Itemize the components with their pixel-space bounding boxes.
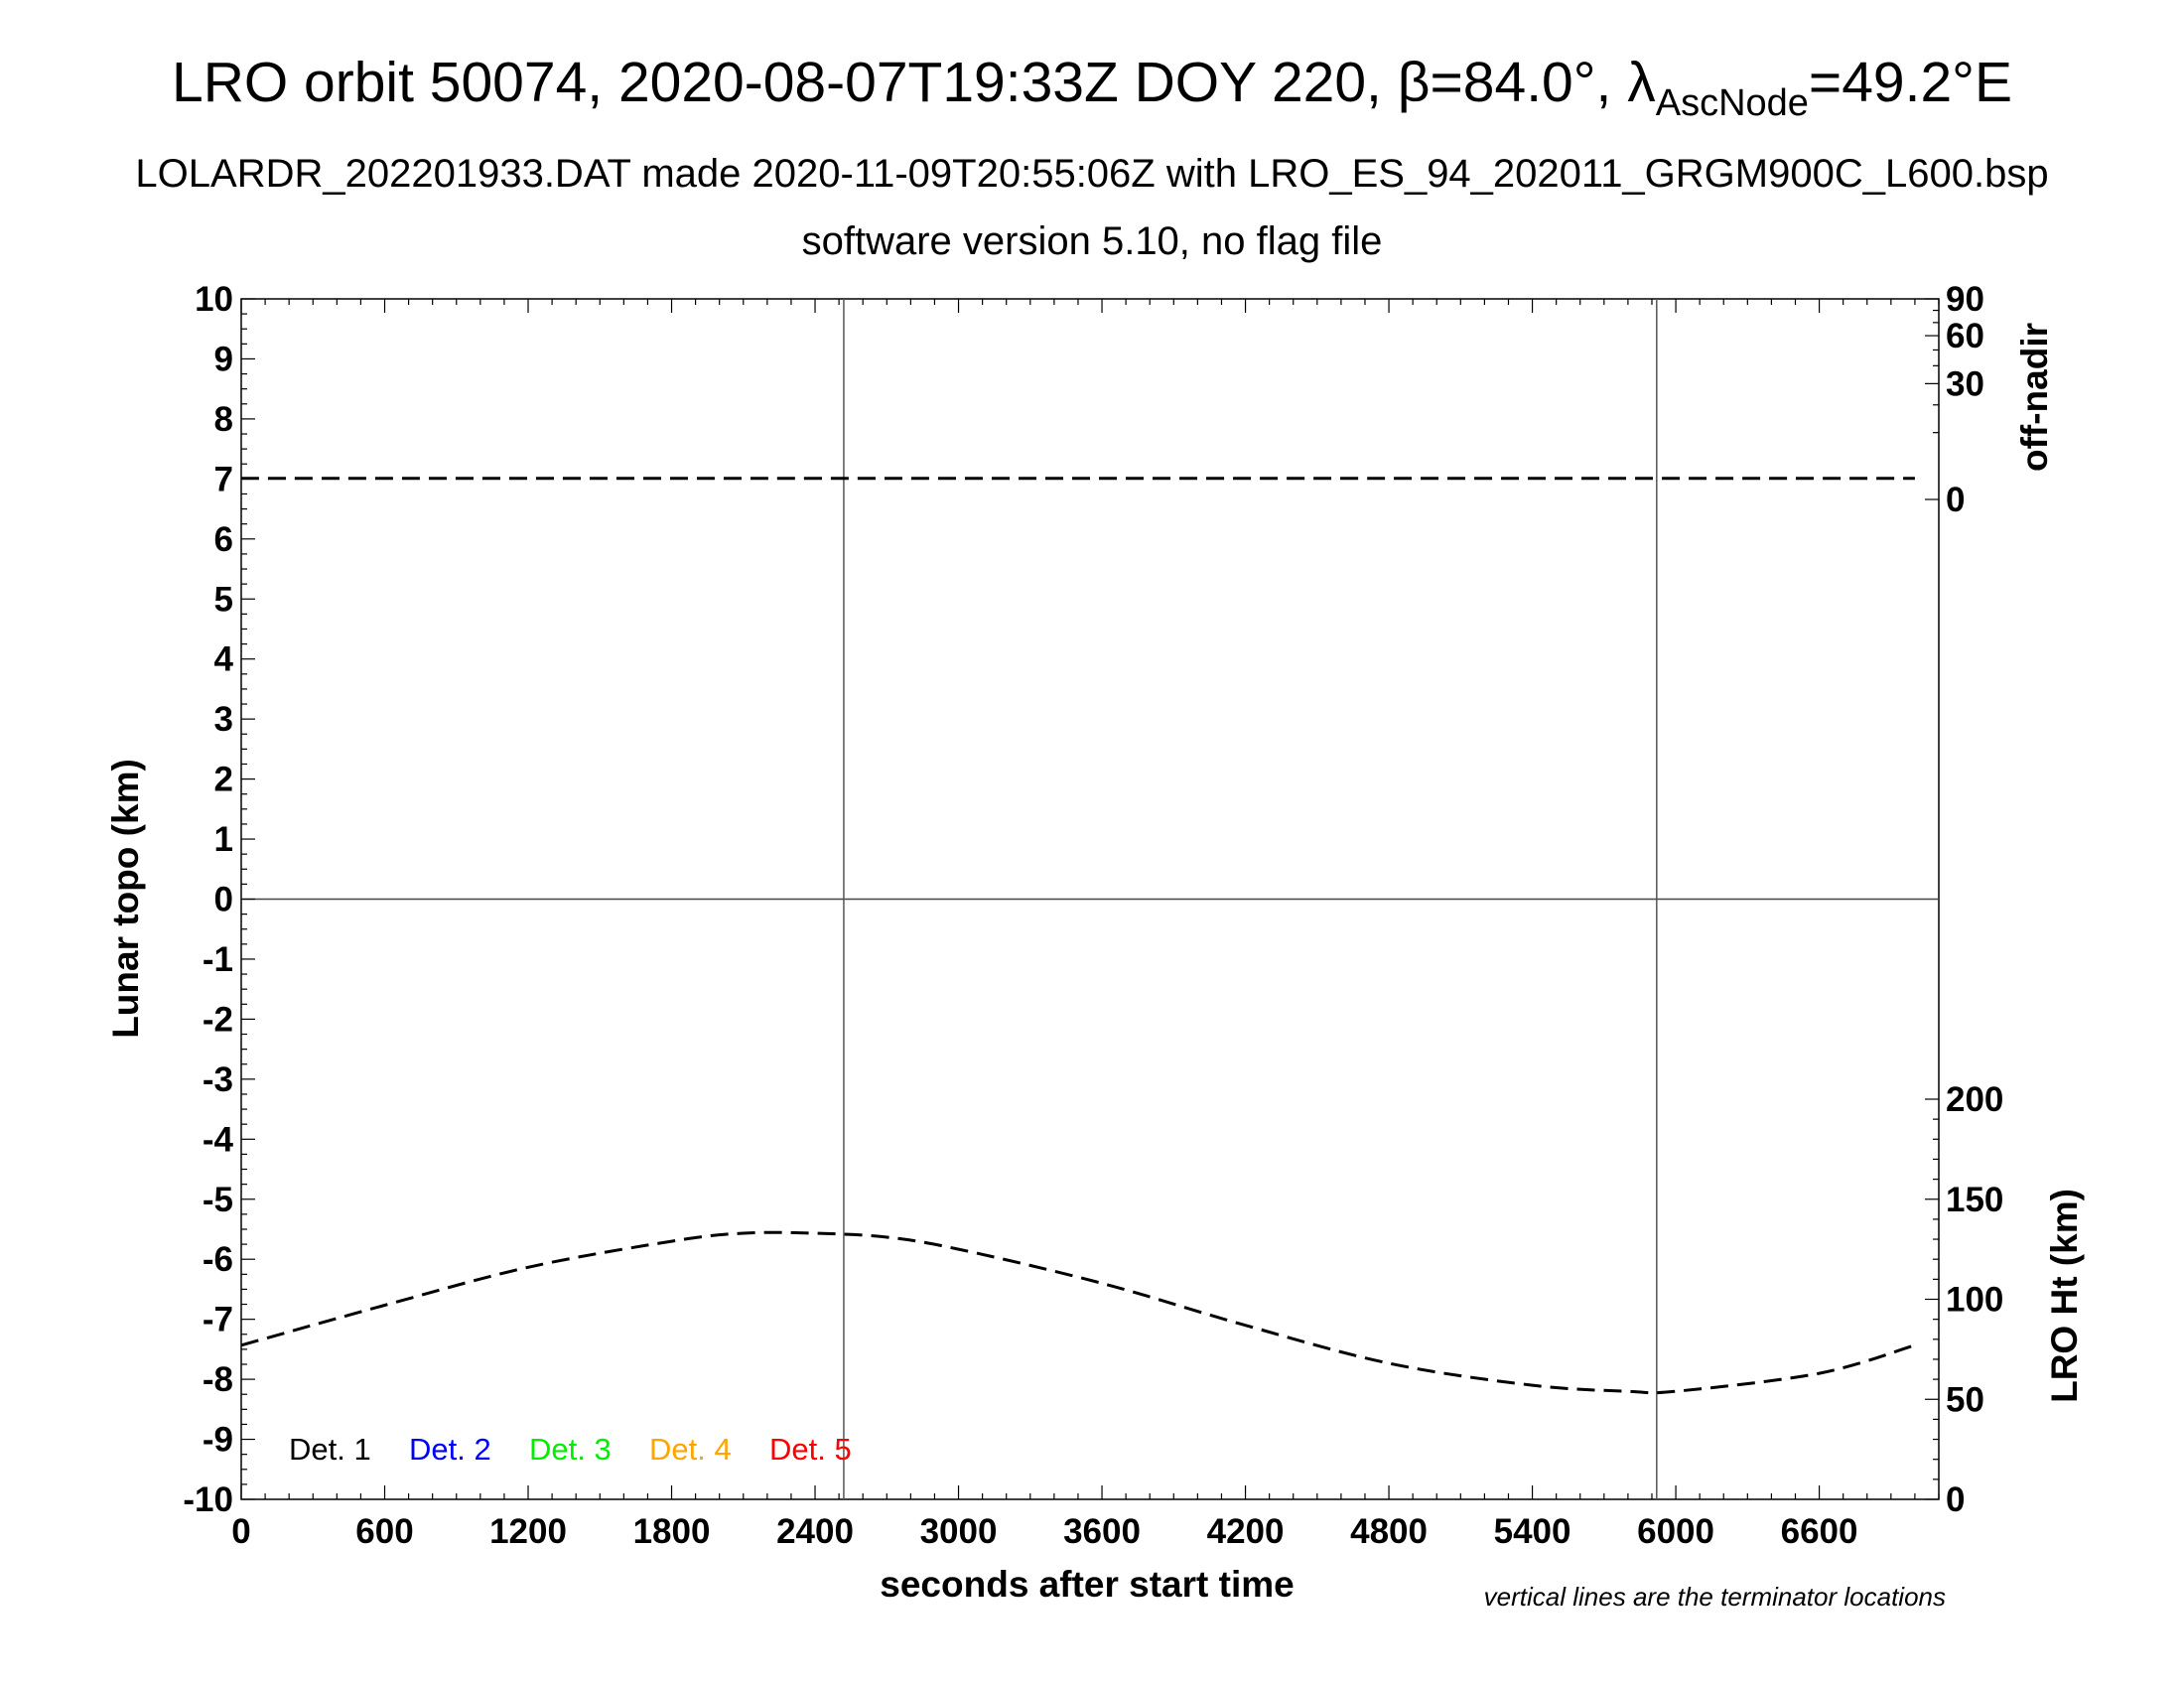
y-left-tick-label: 3 bbox=[214, 700, 233, 739]
y-left-tick-label: -1 bbox=[203, 940, 233, 979]
x-tick-label: 600 bbox=[355, 1512, 413, 1551]
terminator-note: vertical lines are the terminator locati… bbox=[1484, 1582, 1946, 1612]
y-right-bottom-tick-label: 50 bbox=[1946, 1380, 1984, 1419]
y-left-tick-label: -9 bbox=[203, 1421, 233, 1460]
x-tick-label: 4800 bbox=[1350, 1512, 1428, 1551]
y-left-tick-label: -7 bbox=[203, 1301, 233, 1339]
y-left-tick-label: -6 bbox=[203, 1240, 233, 1279]
y-right-bottom-tick-label: 150 bbox=[1946, 1181, 2003, 1219]
chart-title: LRO orbit 50074, 2020-08-07T19:33Z DOY 2… bbox=[172, 51, 2012, 124]
chart-subtitle-line2: software version 5.10, no flag file bbox=[802, 219, 1383, 263]
y-right-top-tick-label: 60 bbox=[1946, 317, 1984, 355]
right-top-axis-label: off-nadir bbox=[2014, 323, 2055, 472]
x-tick-label: 5400 bbox=[1494, 1512, 1571, 1551]
y-right-top-tick-label: 30 bbox=[1946, 364, 1984, 403]
y-axis-left-label: Lunar topo (km) bbox=[105, 759, 146, 1039]
legend-entry-det-4: Det. 4 bbox=[649, 1432, 732, 1467]
y-left-tick-label: -2 bbox=[203, 1000, 233, 1039]
legend-entry-det-2: Det. 2 bbox=[409, 1432, 491, 1467]
y-right-bottom-tick-label: 0 bbox=[1946, 1480, 1965, 1519]
y-left-tick-label: -5 bbox=[203, 1181, 233, 1219]
y-left-tick-label: 6 bbox=[214, 520, 233, 559]
y-left-tick-label: -3 bbox=[203, 1060, 233, 1099]
y-right-top-tick-label: 90 bbox=[1946, 280, 1984, 319]
plot-area: 0 600 1200 1800 2400 3000 3600 4200 4800 5400 6000… bbox=[183, 280, 2003, 1551]
y-left-tick-label: 10 bbox=[195, 280, 233, 319]
legend-entry-det-5: Det. 5 bbox=[769, 1432, 852, 1467]
chart-subtitle-line1: LOLARDR_202201933.DAT made 2020-11-09T20… bbox=[135, 152, 2048, 196]
x-tick-label: 2400 bbox=[776, 1512, 854, 1551]
x-tick-label: 3600 bbox=[1063, 1512, 1141, 1551]
x-tick-label: 1800 bbox=[633, 1512, 711, 1551]
x-tick-label: 6600 bbox=[1781, 1512, 1858, 1551]
x-tick-label: 3000 bbox=[920, 1512, 998, 1551]
y-left-tick-label: 0 bbox=[214, 881, 233, 919]
x-axis-label: seconds after start time bbox=[880, 1564, 1294, 1605]
right-bottom-axis-label: LRO Ht (km) bbox=[2044, 1189, 2085, 1403]
legend: Det. 1 Det. 2 Det. 3 Det. 4 Det. 5 bbox=[289, 1432, 852, 1467]
y-left-tick-label: 1 bbox=[214, 820, 233, 859]
series-line-lro-height bbox=[240, 1230, 1916, 1395]
y-left-tick-label: 7 bbox=[214, 460, 233, 498]
x-tick-label: 6000 bbox=[1637, 1512, 1714, 1551]
y-left-tick-label: 5 bbox=[214, 580, 233, 619]
y-right-top-tick-label: 0 bbox=[1946, 481, 1965, 519]
x-tick-label: 4200 bbox=[1207, 1512, 1285, 1551]
y-left-tick-label: 9 bbox=[214, 340, 233, 378]
y-left-tick-label: 4 bbox=[214, 640, 234, 679]
legend-entry-det-3: Det. 3 bbox=[529, 1432, 612, 1467]
y-left-tick-label: 8 bbox=[214, 400, 233, 439]
legend-entry-det-1: Det. 1 bbox=[289, 1432, 371, 1467]
y-right-bottom-tick-label: 100 bbox=[1946, 1281, 2003, 1320]
x-tick-label: 0 bbox=[231, 1512, 250, 1551]
y-left-tick-label: -8 bbox=[203, 1360, 233, 1399]
x-tick-label: 1200 bbox=[489, 1512, 567, 1551]
y-right-bottom-tick-label: 200 bbox=[1946, 1080, 2003, 1119]
y-left-tick-label: -10 bbox=[183, 1480, 233, 1519]
y-left-tick-label: -4 bbox=[203, 1120, 234, 1159]
y-left-tick-label: 2 bbox=[214, 761, 233, 799]
